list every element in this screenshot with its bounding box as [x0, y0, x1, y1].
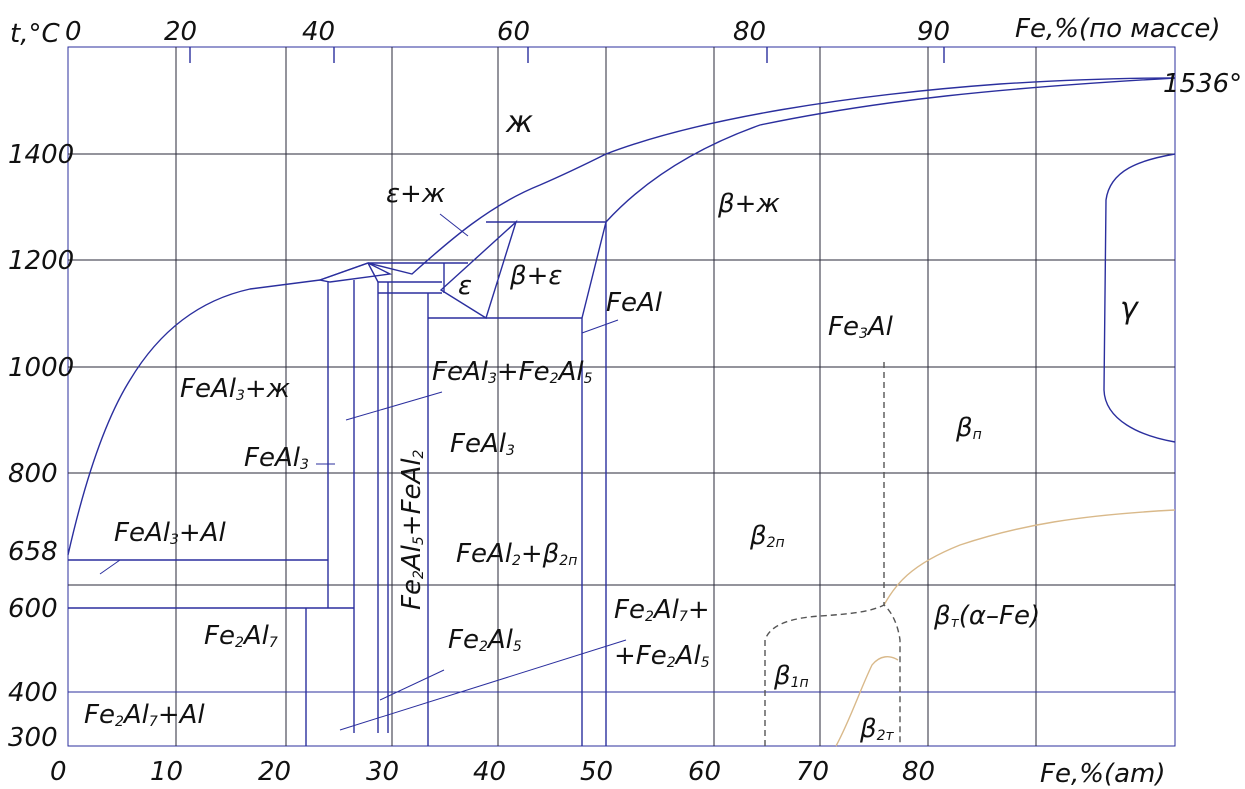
- label-beta-liquid: β+ж: [717, 189, 780, 219]
- label-beta2n: β2п: [749, 521, 785, 551]
- label-feal2-beta2n: FeAl2+β2п: [456, 539, 577, 569]
- label-feal3-center: FeAl3: [450, 429, 515, 459]
- melting-point-label: 1536°: [1163, 69, 1242, 99]
- label-beta1n: β1п: [773, 661, 809, 691]
- top-axis-ticks: [190, 47, 944, 63]
- bottom-tick-70: 70: [796, 757, 829, 787]
- liquidus-left: [68, 280, 320, 555]
- top-tick-90: 90: [917, 17, 950, 47]
- bottom-tick-80: 80: [902, 757, 935, 787]
- solidus-beta: [606, 78, 1175, 222]
- y-tick-1200: 1200: [8, 246, 74, 276]
- label-feal3-left: FeAl3: [244, 443, 309, 473]
- label-fe2al7: Fe2Al7: [204, 621, 278, 651]
- y-axis-title: t,°C: [10, 19, 60, 49]
- phase-labels: ж ε+ж ε β+ε β+ж FeAl γ Fe3Al FeAl3+ж FeA…: [84, 105, 1140, 744]
- label-fe2al7-fe2al5-line2: +Fe2Al5: [614, 641, 710, 671]
- bottom-tick-50: 50: [580, 757, 613, 787]
- y-tick-600: 600: [8, 594, 58, 624]
- label-fe2al7-fe2al5-line1: Fe2Al7+: [614, 595, 710, 625]
- label-beta2t: β2т: [859, 714, 895, 744]
- top-tick-80: 80: [733, 17, 766, 47]
- bottom-tick-60: 60: [688, 757, 721, 787]
- bottom-tick-30: 30: [366, 757, 399, 787]
- y-tick-300: 300: [8, 723, 58, 753]
- label-feal3-liquid: FeAl3+ж: [180, 374, 291, 404]
- liquidus-mid: [320, 78, 1175, 280]
- label-eps-liquid: ε+ж: [386, 179, 446, 209]
- label-fe2al7-al: Fe2Al7+Al: [84, 700, 205, 730]
- bottom-axis-title: Fe,%(am): [1040, 759, 1165, 789]
- label-fe2al5: Fe2Al5: [448, 625, 522, 655]
- y-tick-658: 658: [8, 537, 58, 567]
- y-tick-400: 400: [8, 678, 58, 708]
- label-gamma: γ: [1120, 291, 1140, 326]
- bottom-tick-0: 0: [50, 757, 67, 787]
- top-tick-0: 0: [65, 17, 82, 47]
- label-fe2al5-feal2: Fe2Al5+FeAl2: [397, 449, 427, 610]
- eps-region: [441, 222, 516, 318]
- gamma-loop: [1104, 154, 1175, 442]
- top-axis-title: Fe,%(по массе): [1015, 14, 1221, 44]
- leader-lines: [100, 214, 626, 730]
- label-fe3al: Fe3Al: [828, 312, 894, 342]
- label-feal3-al: FeAl3+Al: [114, 518, 226, 548]
- label-eps: ε: [458, 271, 472, 301]
- label-feal: FeAl: [606, 288, 663, 318]
- top-tick-40: 40: [302, 17, 335, 47]
- label-liquid: ж: [505, 105, 533, 140]
- label-beta-n: βп: [955, 413, 982, 443]
- top-tick-60: 60: [497, 17, 530, 47]
- label-feal3-fe2al5: FeAl3+Fe2Al5: [432, 357, 593, 387]
- y-tick-800: 800: [8, 459, 58, 489]
- label-beta-eps: β+ε: [509, 261, 562, 291]
- bottom-tick-40: 40: [473, 757, 506, 787]
- top-tick-20: 20: [164, 17, 197, 47]
- bottom-tick-20: 20: [258, 757, 291, 787]
- y-tick-1400: 1400: [8, 140, 74, 170]
- y-tick-1000: 1000: [8, 353, 74, 383]
- label-beta-t-alpha: βт(α–Fe): [933, 601, 1040, 631]
- bottom-tick-10: 10: [150, 757, 183, 787]
